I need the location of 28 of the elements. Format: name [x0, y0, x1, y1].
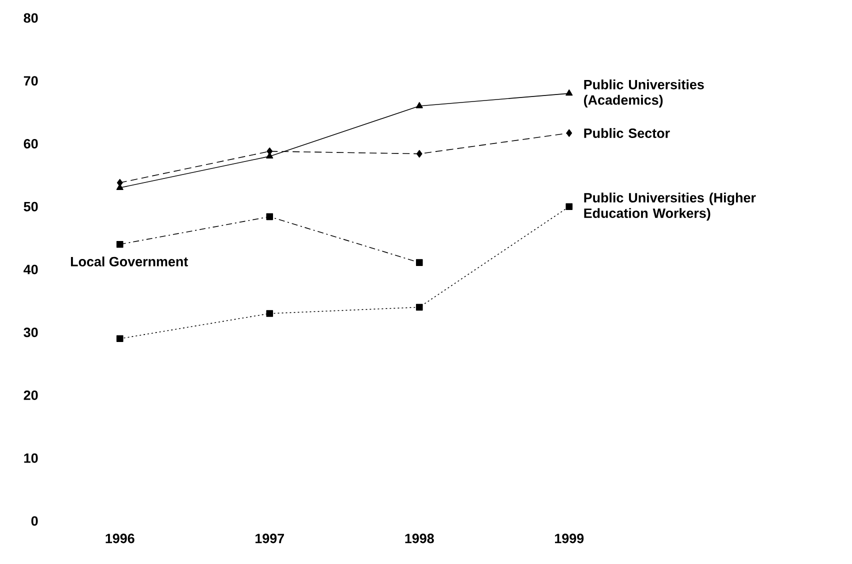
y-tick-label: 20 — [24, 390, 38, 400]
series-label: Local Government — [70, 256, 188, 266]
point — [116, 335, 124, 342]
y-tick-label: 70 — [24, 76, 38, 86]
series-label: Public Sector — [584, 128, 670, 138]
y-tick-label: 60 — [24, 138, 38, 149]
y-tick-label: 30 — [24, 328, 38, 338]
series-label: Public Universities (Academics) — [584, 79, 704, 108]
x-tick-label: 1998 — [405, 534, 434, 544]
y-tick-label: 10 — [24, 453, 38, 463]
point — [566, 203, 573, 210]
y-tick-label: 0 — [31, 516, 38, 526]
y-tick-label: 50 — [24, 202, 38, 212]
x-tick-label: 1996 — [106, 534, 134, 544]
point — [266, 310, 274, 317]
point — [416, 259, 423, 266]
x-tick-label: 1997 — [256, 534, 284, 544]
point — [566, 89, 573, 96]
point — [266, 213, 274, 220]
y-tick-label: 40 — [24, 264, 38, 274]
series-label: Public Universities (Higher Education Workers) — [584, 192, 756, 221]
y-tick-label: 80 — [24, 13, 38, 23]
point — [566, 129, 572, 137]
point — [416, 102, 423, 108]
x-tick-label: 1999 — [555, 534, 584, 544]
point — [416, 304, 423, 311]
point — [116, 240, 124, 248]
point — [416, 150, 422, 158]
